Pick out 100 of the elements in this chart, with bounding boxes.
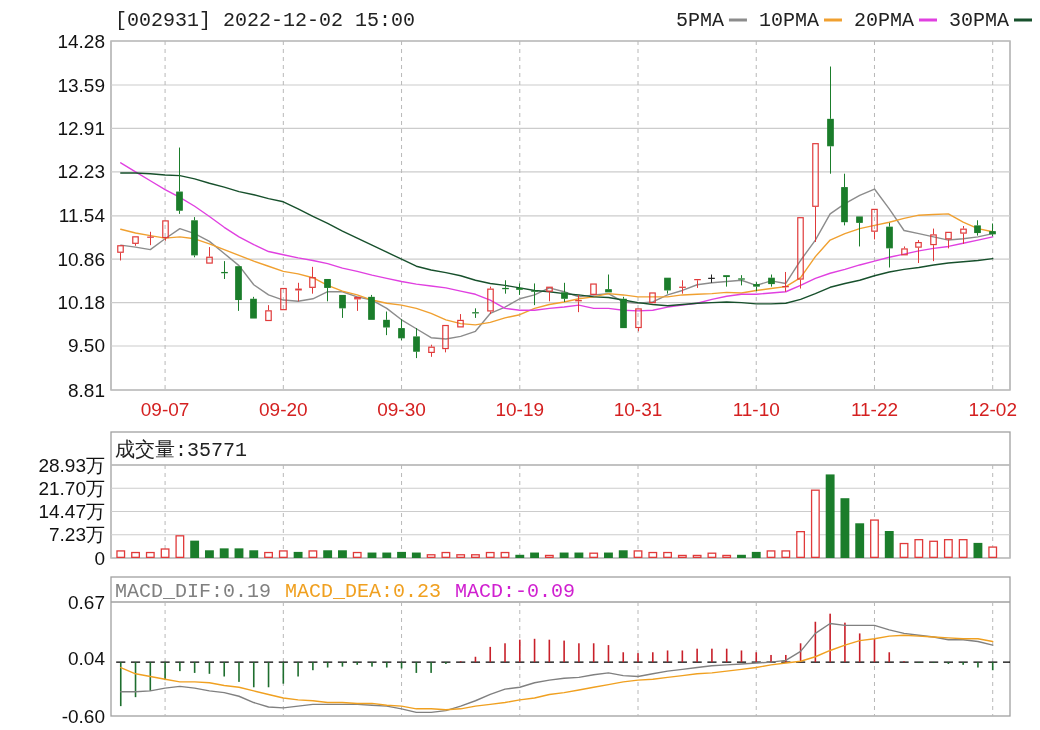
y-tick-label: 0.67 — [68, 591, 105, 613]
x-tick-label: 09-30 — [377, 399, 426, 420]
y-tick-label: 0 — [94, 547, 105, 569]
bar — [293, 551, 303, 558]
candlestick — [974, 219, 981, 237]
candlestick — [324, 278, 331, 302]
bar — [411, 552, 421, 558]
x-tick-label: 12-02 — [968, 399, 1018, 420]
candlestick — [132, 236, 139, 247]
candlestick — [960, 225, 967, 245]
candlestick — [827, 66, 834, 175]
candlestick — [265, 304, 272, 322]
candlestick — [235, 266, 242, 312]
candlestick — [635, 308, 642, 332]
candlestick — [768, 274, 775, 288]
y-tick-label: 10.18 — [57, 292, 105, 314]
candlestick — [162, 220, 169, 242]
x-tick-label: 09-20 — [259, 399, 308, 420]
series-label: MACD:-0.09 — [455, 580, 576, 603]
y-tick-label: 21.70万 — [38, 477, 105, 499]
candlestick — [428, 344, 435, 358]
bar — [382, 552, 392, 558]
bar — [574, 552, 584, 558]
candlestick — [886, 222, 893, 268]
candlestick — [945, 231, 952, 249]
bar — [559, 552, 569, 558]
bar — [204, 550, 214, 558]
bar — [604, 552, 613, 558]
candlestick — [398, 318, 405, 341]
candlestick — [368, 294, 375, 320]
candlestick — [413, 327, 420, 359]
bar — [323, 550, 333, 558]
y-tick-label: 12.91 — [57, 117, 105, 139]
candlestick — [722, 275, 731, 288]
candlestick — [191, 216, 198, 258]
candlestick — [590, 283, 597, 295]
bar — [530, 552, 539, 558]
bar — [190, 540, 200, 558]
bar — [751, 551, 761, 558]
y-tick-label: 13.59 — [57, 74, 105, 96]
y-tick-label: -0.60 — [61, 705, 105, 727]
candlestick — [515, 282, 524, 296]
y-tick-label: 14.28 — [57, 30, 105, 52]
candlestick — [339, 294, 346, 319]
x-tick-label: 10-31 — [613, 399, 663, 420]
legend-label: 30PMA — [948, 9, 1009, 32]
bar — [618, 550, 628, 558]
bar — [397, 551, 406, 558]
candlestick — [250, 296, 257, 319]
bar — [234, 548, 244, 558]
y-tick-label: 10.86 — [57, 248, 105, 270]
bar — [249, 550, 259, 558]
y-tick-label: 7.23万 — [49, 524, 105, 546]
candlestick — [530, 282, 539, 306]
candlestick — [620, 296, 627, 329]
legend-label: 5PMA — [675, 9, 724, 32]
candlestick — [442, 324, 449, 353]
text: MACD_DEA:0.23 — [285, 580, 442, 603]
candlestick — [649, 292, 656, 304]
bar — [825, 474, 835, 558]
y-tick-label: 28.93万 — [38, 454, 105, 476]
candlestick — [841, 173, 848, 226]
candlestick — [901, 245, 908, 256]
line-series — [120, 634, 994, 711]
candlestick — [812, 143, 819, 243]
candlestick — [753, 281, 760, 292]
candlestick — [309, 266, 316, 295]
x-tick-label: 11-10 — [732, 399, 780, 420]
candlestick — [457, 313, 464, 328]
candlestick — [280, 287, 287, 311]
text: MACD_DIF:0.19 — [115, 580, 272, 603]
bar — [884, 531, 894, 558]
candlestick — [915, 239, 922, 264]
line-series — [120, 622, 994, 714]
candlestick — [856, 216, 863, 247]
y-tick-label: 8.81 — [68, 379, 105, 401]
x-tick-label: 11-22 — [850, 399, 899, 420]
bar — [219, 548, 229, 558]
candlestick — [989, 222, 996, 237]
candlestick — [664, 277, 671, 295]
legend-label: 20PMA — [853, 9, 914, 32]
bar — [840, 498, 850, 558]
chart-title: 成交量:35771 — [115, 439, 248, 462]
y-tick-label: 14.47万 — [38, 500, 105, 522]
candlestick — [546, 286, 553, 302]
x-tick-label: 09-07 — [140, 399, 190, 420]
y-tick-label: 11.54 — [58, 205, 106, 227]
bar — [737, 554, 746, 558]
candlestick — [605, 274, 612, 293]
candlestick — [561, 282, 568, 303]
bar — [338, 550, 347, 558]
bar — [973, 542, 983, 558]
legend-label: 10PMA — [758, 9, 819, 32]
bar — [515, 554, 525, 558]
y-tick-label: 9.50 — [68, 335, 105, 357]
x-tick-label: 10-19 — [495, 399, 545, 420]
bar — [855, 523, 865, 558]
candlestick — [206, 246, 213, 264]
candlestick — [797, 217, 804, 290]
y-tick-label: 12.23 — [57, 161, 105, 183]
